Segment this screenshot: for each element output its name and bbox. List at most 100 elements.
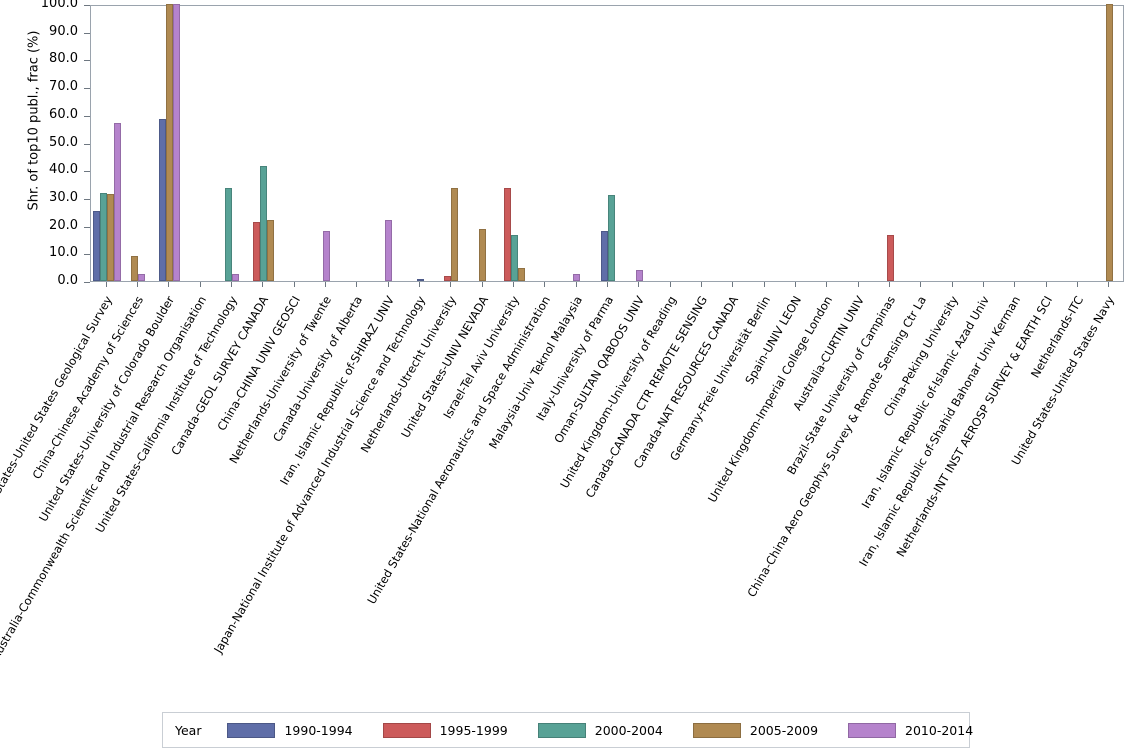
x-tick-mark: [795, 282, 796, 287]
x-tick-label-text: Malaysia-Univ Teknol Malaysia: [485, 293, 585, 452]
x-tick-label-text: Iran, Islamic Republic of-SHIRAZ UNIV: [276, 293, 397, 488]
x-tick-label-text: Brazil-State University of Campinas: [784, 293, 899, 478]
x-tick-label-text: United States-UNIV NEVADA: [397, 293, 491, 441]
bar: [138, 273, 145, 281]
x-tick-mark: [387, 282, 389, 287]
legend-item[interactable]: 1995-1999: [382, 722, 508, 738]
legend-label: 1990-1994: [284, 722, 353, 738]
y-tick-mark: [84, 88, 90, 90]
bar: [573, 273, 581, 281]
bar: [416, 279, 424, 281]
x-tick-mark: [325, 282, 326, 287]
x-axis-ticks: [90, 282, 1124, 287]
x-tick-mark: [951, 282, 953, 287]
x-tick-mark: [544, 282, 546, 287]
legend-swatch: [848, 722, 897, 738]
bar-series-container: [91, 4, 1123, 281]
x-tick-mark: [763, 282, 765, 287]
bar: [510, 235, 518, 281]
y-tick-mark: [84, 60, 90, 62]
legend-swatch: [382, 722, 431, 738]
x-tick-mark: [1045, 282, 1047, 287]
legend-label: 2010-2014: [905, 722, 974, 738]
x-tick-mark: [481, 282, 483, 287]
y-tick-label: 90.0: [49, 23, 78, 39]
x-tick-mark: [857, 282, 859, 287]
x-tick-mark: [199, 282, 201, 287]
x-tick-label-text: Oman-SULTAN QABOOS UNIV: [551, 293, 648, 446]
legend-item[interactable]: 2010-2014: [848, 722, 974, 738]
x-tick-mark: [669, 282, 671, 287]
bar: [322, 231, 330, 281]
bar: [113, 122, 121, 281]
bar: [252, 222, 260, 281]
y-tick-mark: [84, 254, 90, 256]
y-tick-label: 40.0: [49, 162, 78, 178]
bar: [131, 255, 138, 281]
y-tick-label: 10.0: [49, 245, 78, 261]
x-tick-label-text: Netherlands-INT INST AEROSP SURVEY & EAR…: [893, 293, 1055, 560]
x-tick-mark: [137, 282, 138, 287]
x-tick-mark: [889, 282, 890, 287]
bar: [444, 275, 452, 281]
x-tick-mark: [168, 282, 170, 287]
x-tick-mark: [419, 282, 420, 287]
bar: [635, 270, 643, 281]
x-tick-mark: [826, 282, 828, 287]
y-tick-label: 100.0: [40, 0, 78, 11]
x-tick-mark: [450, 282, 452, 287]
x-tick-label-text: Canada-NAT RESOURCES CANADA: [630, 293, 742, 471]
x-tick-label-text: United States-University of Colorado Bou…: [36, 293, 178, 524]
x-tick-label-text: United Kingdom-Imperial College London: [705, 293, 836, 505]
legend-swatch: [227, 722, 276, 738]
x-tick-label-text: China-Peking University: [880, 293, 961, 419]
y-tick-mark: [84, 198, 90, 200]
bar: [99, 192, 107, 281]
x-tick-label-text: Canada-GEOL SURVEY CANADA: [168, 293, 272, 458]
legend-item[interactable]: 1990-1994: [227, 722, 353, 738]
y-tick-mark: [84, 32, 90, 34]
x-tick-label-text: China-China Aero Geophys Survey & Remote…: [744, 293, 930, 600]
y-axis: 0.0 10.0 20.0 30.0 40.0 50.0 60.0 70.0 80.0 90.0 1…: [0, 0, 90, 288]
legend: Year 1990-1994 1995-1999 2000-2004 2005-200…: [162, 712, 974, 748]
x-tick-label-text: United States-California Institute of Te…: [92, 293, 241, 536]
y-tick-label: 50.0: [49, 134, 78, 150]
x-tick-label-text: United States-United States Geological S…: [0, 293, 115, 533]
x-tick-mark: [920, 282, 922, 287]
x-tick-mark: [607, 282, 608, 287]
x-tick-mark: [638, 282, 640, 287]
x-tick-label-text: Spain-UNIV LEON: [742, 293, 805, 387]
x-tick-label-text: United Kingdom-University of Reading: [556, 293, 679, 491]
y-tick-label: 0.0: [57, 273, 78, 288]
x-tick-label-text: Netherlands-Utrecht University: [358, 293, 460, 456]
bar: [106, 194, 114, 281]
x-tick-mark: [701, 282, 702, 287]
x-tick-label-text: Japan-National Institute of Advanced Ind…: [210, 293, 429, 656]
bar: [479, 228, 487, 281]
x-tick-label-text: China-Chinese Academy of Sciences: [29, 293, 147, 482]
x-tick-mark: [262, 282, 264, 287]
x-tick-label-text: Iran, Islamic Republic of-Shahid Bahonar…: [856, 293, 1024, 569]
bar: [451, 188, 459, 281]
y-tick-mark: [84, 5, 90, 6]
x-tick-label-text: United States-National Aeronautics and S…: [364, 293, 554, 607]
x-tick-mark: [513, 282, 514, 287]
bar: [517, 267, 525, 281]
bar: [503, 188, 511, 281]
bar: [232, 273, 239, 281]
plot-area: [90, 4, 1124, 282]
x-tick-label-text: United States-United States Navy: [1008, 293, 1118, 468]
bar: [259, 165, 267, 281]
legend-item[interactable]: 2000-2004: [537, 722, 663, 738]
bar: [225, 188, 232, 281]
legend-title: Year: [175, 722, 202, 738]
x-tick-mark: [231, 282, 232, 287]
y-tick-mark: [84, 115, 90, 117]
bar: [601, 230, 608, 281]
x-tick-label-text: Canada-University of Alberta: [270, 293, 366, 445]
x-tick-mark: [1014, 282, 1016, 287]
legend-item[interactable]: 2005-2009: [692, 722, 818, 738]
x-tick-mark: [293, 282, 295, 287]
bar: [172, 4, 180, 281]
